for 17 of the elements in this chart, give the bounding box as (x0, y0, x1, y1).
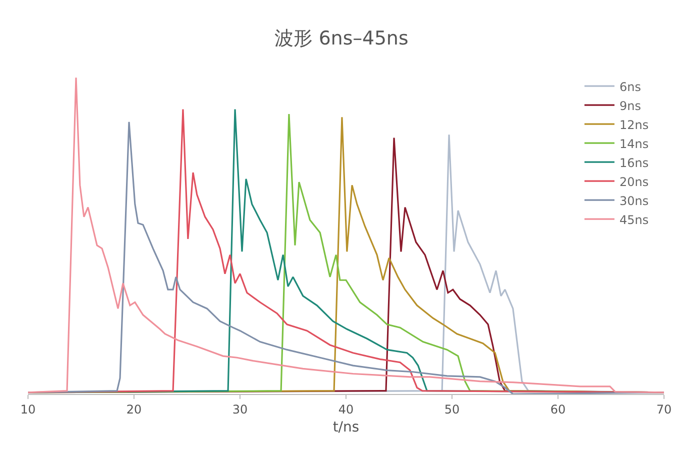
legend-label: 14ns (619, 136, 649, 151)
legend-label: 6ns (619, 80, 641, 94)
x-tick-label: 70 (656, 402, 672, 416)
x-tick-label: 50 (444, 402, 460, 416)
legend-label: 30ns (619, 194, 649, 208)
x-tick-label: 40 (338, 402, 354, 416)
x-tick-label: 20 (126, 402, 142, 416)
legend-label: 9ns (619, 98, 641, 113)
legend-label: 45ns (619, 212, 649, 227)
chart-title: 波形 6ns–45ns (274, 28, 408, 50)
x-tick-label: 30 (232, 402, 248, 416)
legend-label: 16ns (619, 156, 649, 170)
x-axis-title: t/ns (332, 420, 360, 436)
legend-label: 20ns (619, 174, 649, 189)
x-tick-label: 60 (550, 402, 566, 416)
x-tick-label: 10 (20, 402, 36, 416)
legend-label: 12ns (619, 118, 649, 132)
